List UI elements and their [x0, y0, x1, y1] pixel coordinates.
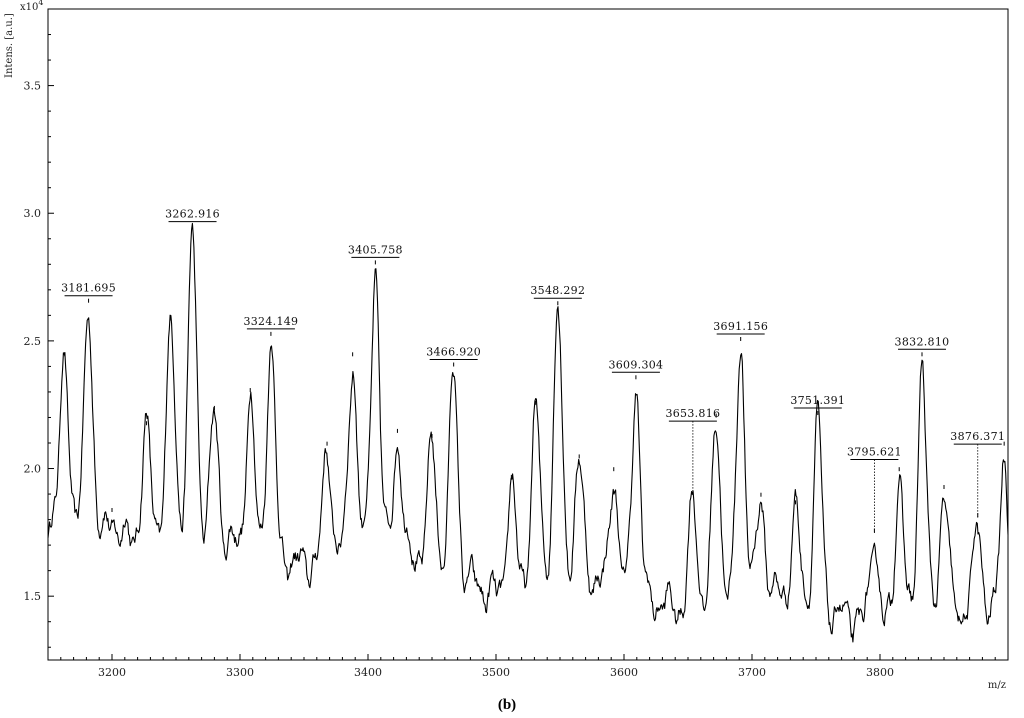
- peak-label: 3876.371: [950, 430, 1005, 443]
- figure-caption: (b): [498, 697, 516, 713]
- peak-label: 3548.292: [530, 284, 585, 297]
- x-tick-label: 3500: [482, 666, 510, 679]
- peak-label: 3262.916: [165, 208, 220, 221]
- x-tick-label: 3700: [738, 666, 766, 679]
- y-tick-label: 3.5: [24, 80, 42, 93]
- plot-frame: [47, 8, 1009, 661]
- y-tick-label: 3.0: [24, 207, 42, 220]
- peak-label: 3466.920: [426, 346, 481, 359]
- peak-label: 3324.149: [243, 315, 298, 328]
- peak-label: 3751.391: [790, 394, 845, 407]
- y-axis-title: Intens. [a.u.]: [4, 13, 15, 78]
- y-tick-label: 1.5: [24, 590, 42, 603]
- peak-label: 3795.621: [847, 445, 902, 458]
- x-tick-label: 3200: [98, 666, 126, 679]
- y-multiplier-label: x104: [20, 0, 43, 13]
- spectrum-trace: [47, 222, 1009, 643]
- x-axis-title: m/z: [988, 680, 1006, 691]
- peak-label: 3609.304: [608, 358, 663, 371]
- peak-annotations: 3181.695 3262.916 3324.149 3405.758 3466.920…: [61, 208, 1005, 535]
- y-tick-label: 2.0: [24, 463, 42, 476]
- peak-label: 3181.695: [61, 282, 116, 295]
- peak-label: 3691.156: [713, 320, 768, 333]
- peak-label: 3653.816: [665, 407, 720, 420]
- x-tick-label: 3800: [866, 666, 894, 679]
- x-tick-label: 3400: [354, 666, 382, 679]
- x-axis-ticks: 3200 3300 3400 3500 3600 3700 3800: [60, 654, 996, 679]
- x-tick-label: 3300: [226, 666, 254, 679]
- x-tick-label: 3600: [610, 666, 638, 679]
- y-tick-label: 2.5: [24, 335, 42, 348]
- y-axis-ticks: 1.5 2.0 2.5 3.0 3.5: [24, 34, 54, 648]
- peak-label: 3405.758: [348, 243, 403, 256]
- peak-label: 3832.810: [895, 335, 950, 348]
